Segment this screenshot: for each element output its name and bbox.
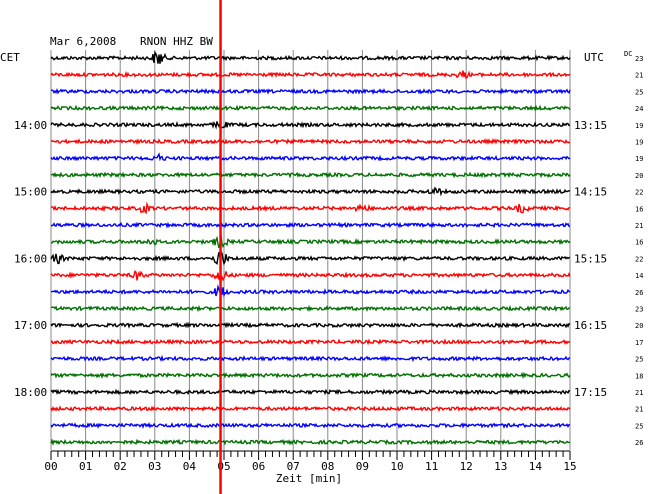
trace-line: [50, 388, 571, 396]
left-time-label: 16:00: [14, 252, 47, 265]
trace-line: [50, 234, 571, 249]
dc-offset-label: 21: [635, 406, 643, 414]
x-tick-label: 13: [494, 460, 507, 473]
trace-line: [50, 354, 571, 363]
trace-line: [50, 171, 571, 179]
trace-line: [50, 138, 571, 146]
trace-line: [50, 121, 570, 130]
x-tick-label: 14: [529, 460, 543, 473]
dc-offset-label: 20: [635, 322, 643, 330]
dc-offset-label: 22: [635, 255, 643, 263]
left-time-label: 15:00: [14, 186, 47, 199]
x-tick-label: 09: [356, 460, 369, 473]
x-tick-label: 11: [425, 460, 438, 473]
dc-offset-label: 18: [635, 372, 643, 380]
trace-line: [51, 87, 571, 95]
x-axis-label: Zeit [min]: [276, 472, 342, 485]
x-tick-label: 01: [79, 460, 92, 473]
right-time-label: 17:15: [574, 386, 607, 399]
trace-line: [50, 270, 571, 282]
right-time-label: 16:15: [574, 319, 607, 332]
dc-offset-label: 25: [635, 88, 643, 96]
dc-offset-label: 14: [635, 272, 643, 280]
x-tick-label: 12: [460, 460, 473, 473]
trace-line: [50, 304, 571, 313]
left-time-label: 18:00: [14, 386, 47, 399]
right-time-label: 13:15: [574, 119, 607, 132]
dc-offset-label: 19: [635, 122, 643, 130]
dc-offset-label: 16: [635, 239, 643, 247]
trace-line: [50, 186, 571, 197]
x-tick-label: 00: [44, 460, 57, 473]
x-tick-label: 15: [563, 460, 576, 473]
dc-offset-label: 23: [635, 55, 643, 63]
right-zone-label: UTC: [584, 51, 604, 64]
trace-line: [50, 50, 571, 64]
date-label: Mar 6,2008: [50, 35, 116, 48]
right-time-label: 15:15: [574, 252, 607, 265]
dc-offset-label: 22: [635, 189, 643, 197]
trace-lines: [50, 50, 571, 446]
x-tick-label: 06: [252, 460, 265, 473]
trace-line: [50, 152, 571, 162]
trace-line: [50, 338, 571, 346]
left-time-labels: 14:00 15:00 16:00 17:00 18:00: [14, 119, 47, 399]
dc-offset-label: 21: [635, 222, 643, 230]
trace-line: [50, 201, 571, 215]
right-time-labels: 13:15 14:15 15:15 16:15 17:15: [574, 119, 607, 399]
station-label: RNON HHZ BW: [140, 35, 213, 48]
dc-offset-label: 19: [635, 155, 643, 163]
x-tick-label: 08: [321, 460, 334, 473]
trace-line: [50, 321, 571, 329]
trace-line: [50, 250, 571, 266]
dc-offset-label: 19: [635, 139, 643, 147]
chart-grid: [50, 50, 571, 450]
dc-offset-label: 20: [635, 172, 643, 180]
dc-offset-label: 21: [635, 389, 643, 397]
trace-line: [50, 283, 571, 298]
left-time-label: 17:00: [14, 319, 47, 332]
dc-offset-label: 23: [635, 306, 643, 314]
left-time-label: 14:00: [14, 119, 47, 132]
dc-offset-label: 25: [635, 356, 643, 364]
dc-offset-labels: 23 21 25 24 19 19 19 20 22 16 21 16 22 14 26 23 20 17 25 18…: [635, 55, 643, 447]
dc-offset-label: 26: [635, 289, 643, 297]
trace-line: [50, 371, 571, 380]
x-axis: 00 01 02 03 04 05 06 07 08 09 10 11 12 13 14 15: [44, 450, 577, 473]
trace-line: [50, 405, 571, 413]
dc-offset-label: 26: [635, 439, 643, 447]
trace-line: [50, 104, 571, 112]
left-zone-label: CET: [0, 51, 20, 64]
trace-line: [50, 70, 571, 79]
trace-line: [50, 438, 571, 446]
x-tick-label: 04: [183, 460, 197, 473]
trace-line: [50, 221, 571, 229]
dc-offset-label: 17: [635, 339, 643, 347]
dc-offset-label: 24: [635, 105, 643, 113]
x-tick-label: 07: [287, 460, 300, 473]
dc-offset-label: 16: [635, 205, 643, 213]
x-tick-label: 10: [390, 460, 403, 473]
x-tick-label: 03: [148, 460, 161, 473]
dc-label: DC: [624, 50, 632, 58]
trace-line: [50, 421, 571, 429]
right-time-label: 14:15: [574, 186, 607, 199]
dc-offset-label: 25: [635, 422, 643, 430]
x-tick-label: 02: [114, 460, 127, 473]
dc-offset-label: 21: [635, 72, 643, 80]
